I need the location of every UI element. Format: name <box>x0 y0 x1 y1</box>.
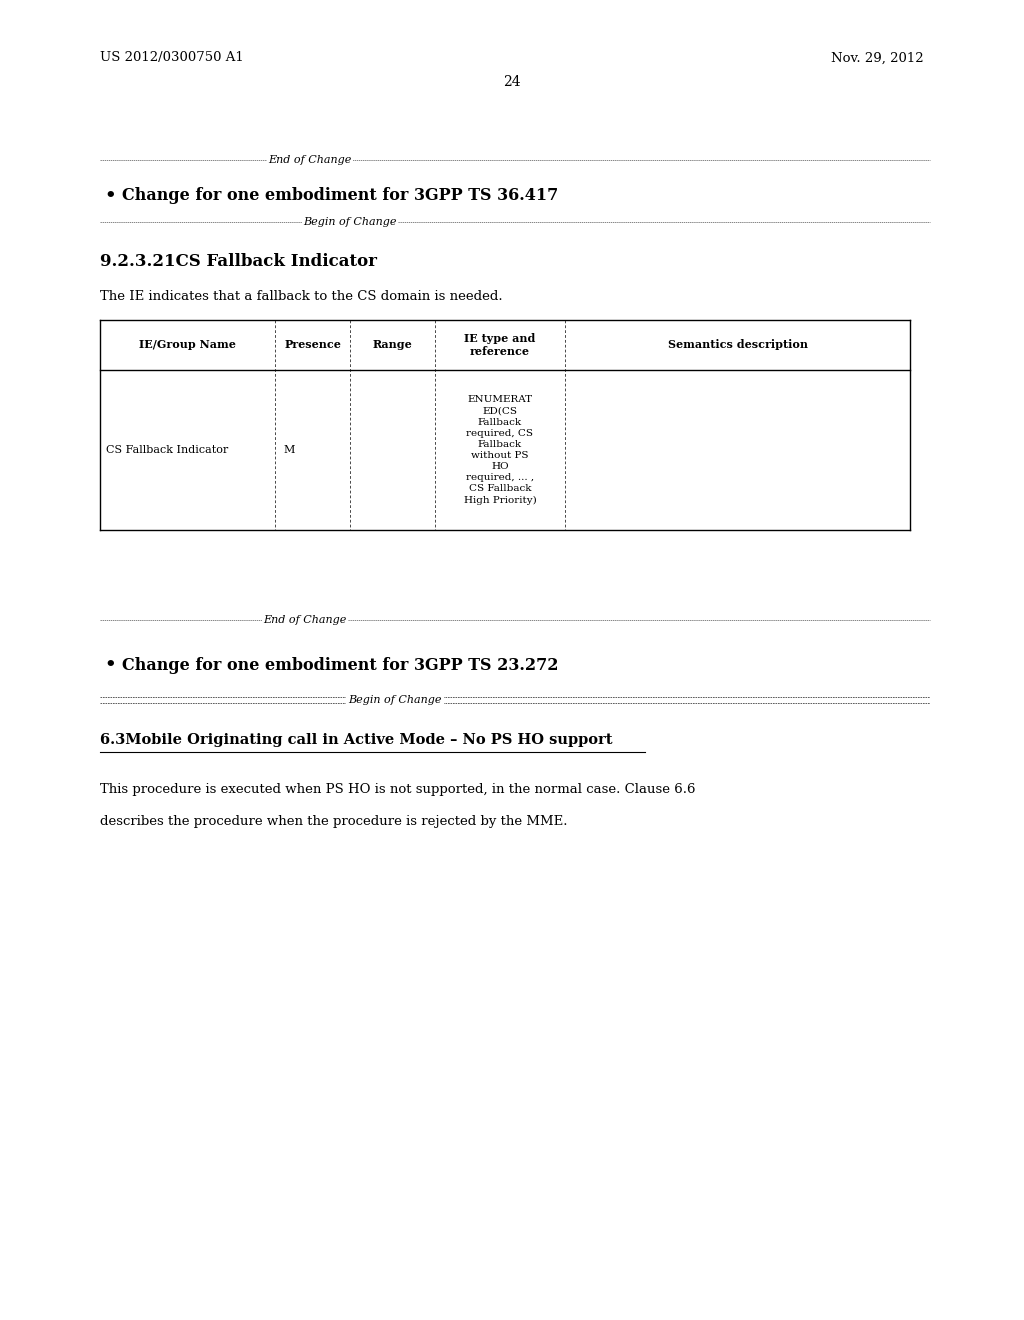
Text: describes the procedure when the procedure is rejected by the MME.: describes the procedure when the procedu… <box>100 816 567 829</box>
Text: IE type and
reference: IE type and reference <box>464 333 536 356</box>
Text: US 2012/0300750 A1: US 2012/0300750 A1 <box>100 51 244 65</box>
Text: Semantics description: Semantics description <box>668 339 808 351</box>
Text: The IE indicates that a fallback to the CS domain is needed.: The IE indicates that a fallback to the … <box>100 290 503 304</box>
Text: 6.3Mobile Originating call in Active Mode – No PS HO support: 6.3Mobile Originating call in Active Mod… <box>100 733 612 747</box>
Text: M: M <box>283 445 294 455</box>
Text: •: • <box>104 656 116 675</box>
Text: This procedure is executed when PS HO is not supported, in the normal case. Clau: This procedure is executed when PS HO is… <box>100 784 695 796</box>
Text: Begin of Change: Begin of Change <box>348 696 441 705</box>
Text: Range: Range <box>373 339 413 351</box>
Text: End of Change: End of Change <box>263 615 347 624</box>
Text: •: • <box>104 187 116 205</box>
Text: Presence: Presence <box>284 339 341 351</box>
Text: Change for one embodiment for 3GPP TS 36.417: Change for one embodiment for 3GPP TS 36… <box>122 187 558 205</box>
Text: IE/Group Name: IE/Group Name <box>139 339 236 351</box>
Text: ENUMERAT
ED(CS
Fallback
required, CS
Fallback
without PS
HO
required, ... ,
CS F: ENUMERAT ED(CS Fallback required, CS Fal… <box>464 396 537 504</box>
Text: 9.2.3.21CS Fallback Indicator: 9.2.3.21CS Fallback Indicator <box>100 253 377 271</box>
Text: CS Fallback Indicator: CS Fallback Indicator <box>106 445 228 455</box>
Text: End of Change: End of Change <box>268 154 351 165</box>
Text: 24: 24 <box>503 75 521 88</box>
Text: Nov. 29, 2012: Nov. 29, 2012 <box>831 51 924 65</box>
Text: Change for one embodiment for 3GPP TS 23.272: Change for one embodiment for 3GPP TS 23… <box>122 656 558 673</box>
Text: Begin of Change: Begin of Change <box>303 216 396 227</box>
